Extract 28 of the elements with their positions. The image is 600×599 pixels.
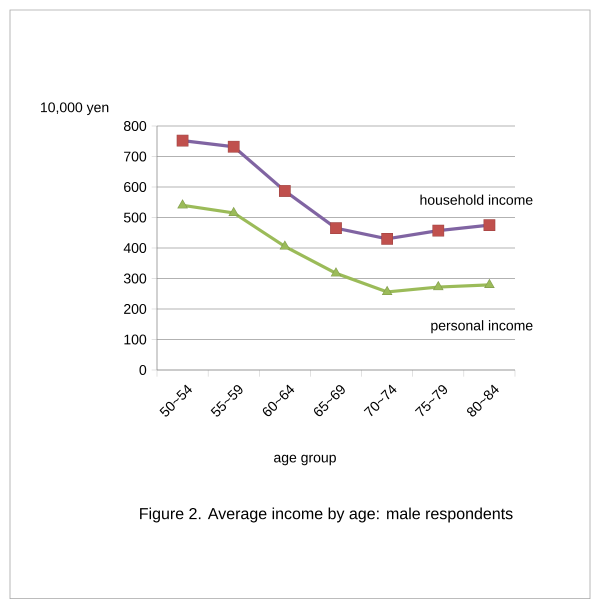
- y-tick-label: 300: [124, 274, 146, 284]
- point: [280, 240, 290, 250]
- point: [177, 199, 188, 208]
- point: [484, 219, 496, 231]
- point: [432, 224, 444, 236]
- point: [278, 185, 291, 197]
- y-tick-label: 400: [124, 243, 146, 253]
- x-axis-title: age group: [274, 454, 336, 466]
- point: [176, 134, 188, 146]
- y-tick-label: 600: [124, 182, 146, 192]
- y-axis-title: 10,000 yen: [41, 102, 108, 116]
- y-tick-label: 0: [139, 365, 146, 375]
- y-tick-label: 200: [124, 304, 146, 314]
- point: [381, 232, 394, 245]
- point: [330, 267, 342, 276]
- point: [330, 222, 342, 234]
- point: [228, 207, 239, 216]
- y-tick-label: 100: [124, 334, 146, 344]
- y-tick-label: 700: [124, 152, 146, 162]
- point: [228, 140, 240, 153]
- point: [382, 286, 392, 295]
- point: [484, 279, 495, 288]
- text: personal income: [431, 320, 532, 334]
- text: Figure 2. Average income by age: male respondents: [140, 508, 513, 522]
- y-tick-label: 800: [124, 121, 146, 131]
- series-label: household income: [420, 194, 532, 205]
- y-tick-label: 500: [124, 212, 146, 222]
- point: [433, 281, 444, 290]
